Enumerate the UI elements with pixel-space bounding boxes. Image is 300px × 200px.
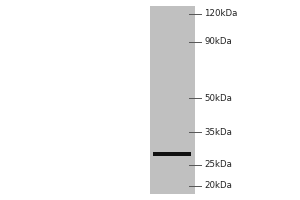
Text: 120kDa: 120kDa <box>204 9 237 19</box>
Text: 35kDa: 35kDa <box>204 128 232 137</box>
Bar <box>150 6 195 194</box>
Text: 20kDa: 20kDa <box>204 182 232 190</box>
Text: 25kDa: 25kDa <box>204 160 232 169</box>
Bar <box>153 152 190 156</box>
Text: 50kDa: 50kDa <box>204 94 232 103</box>
Text: 90kDa: 90kDa <box>204 37 232 46</box>
